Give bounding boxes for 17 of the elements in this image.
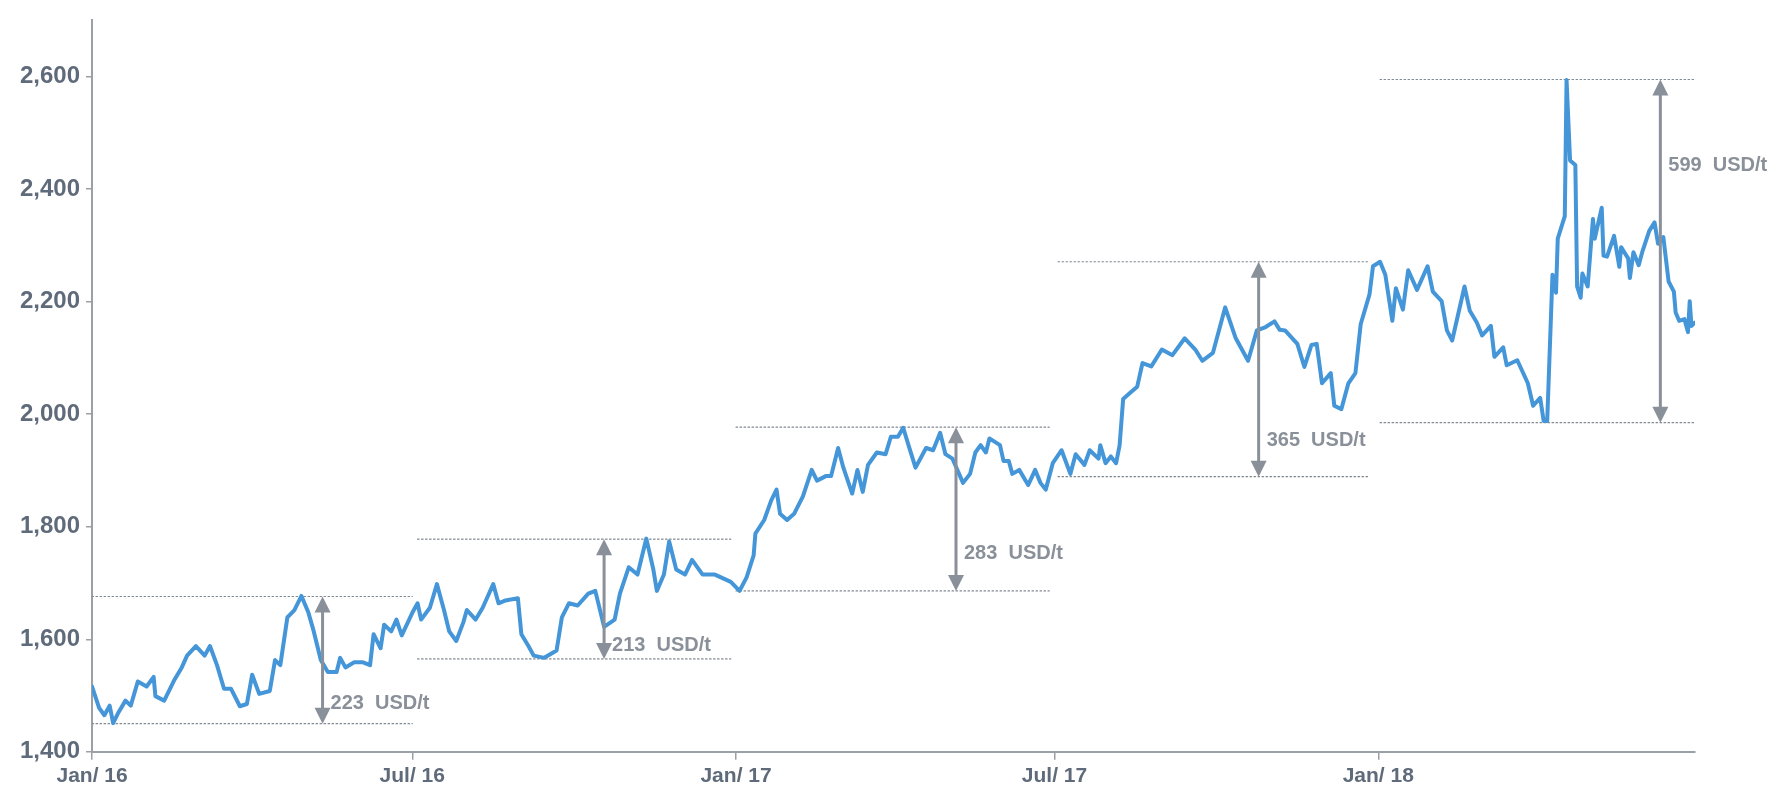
annotation: 365 USD/t (1266, 427, 1366, 450)
x-tick-label: Jul/ 17 (1021, 763, 1088, 787)
x-tick-label: Jan/ 17 (700, 763, 772, 787)
annotation: 223 USD/t (330, 690, 430, 713)
y-tick-label: 2,200 (20, 286, 81, 314)
y-tick-label: 2,000 (20, 398, 81, 426)
x-tick-label: Jan/ 18 (1342, 763, 1415, 787)
y-tick-label: 1,800 (20, 511, 81, 539)
x-tick-label: Jan/ 16 (56, 763, 128, 787)
annotation: 213 USD/t (612, 633, 712, 656)
y-tick-label: 1,600 (20, 623, 81, 651)
annotation: 599 USD/t (1668, 152, 1768, 175)
y-tick-label: 1,400 (20, 736, 81, 764)
y-tick-label: 2,600 (20, 61, 81, 89)
x-tick-label: Jul/ 16 (379, 763, 445, 787)
y-tick-label: 2,400 (20, 173, 81, 201)
annotation: 283 USD/t (963, 540, 1064, 563)
